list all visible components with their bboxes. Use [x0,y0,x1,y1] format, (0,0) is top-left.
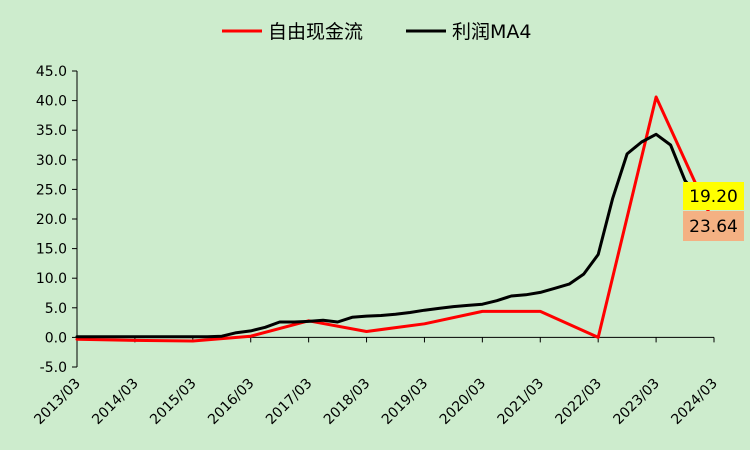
y-tick-label: -5.0 [40,360,67,376]
y-axis: -5.0 0.0 5.0 10.0 15.0 20.0 25.0 30.0 35.0 40.0 45… [36,64,78,376]
series-line-free-cash-flow [75,95,716,343]
callout-value-free-cash-flow: 19.20 [689,187,738,207]
value-callouts: 19.20 23.64 [683,182,744,241]
y-tick-label: 5.0 [45,301,67,317]
series-layer [75,95,716,343]
legend-label-profit-ma4: 利润MA4 [452,21,531,43]
callout-value-profit-ma4: 23.64 [689,217,738,237]
series-line-profit-ma4 [75,132,701,339]
callout-box-free-cash-flow [683,182,744,210]
y-tick-label: 15.0 [36,242,67,258]
y-tick-label: 20.0 [36,212,67,228]
legend: 自由现金流 利润MA4 [222,21,531,43]
y-tick-label: 30.0 [36,153,67,169]
y-tick-label: 45.0 [36,64,67,80]
legend-label-free-cash-flow: 自由现金流 [268,21,363,43]
y-tick-label: 35.0 [36,123,67,139]
y-tick-label: 25.0 [36,182,67,198]
y-tick-label: 0.0 [45,330,67,346]
y-tick-label: 10.0 [36,271,67,287]
callout-box-profit-ma4 [683,211,744,241]
y-tick-label: 40.0 [36,94,67,110]
